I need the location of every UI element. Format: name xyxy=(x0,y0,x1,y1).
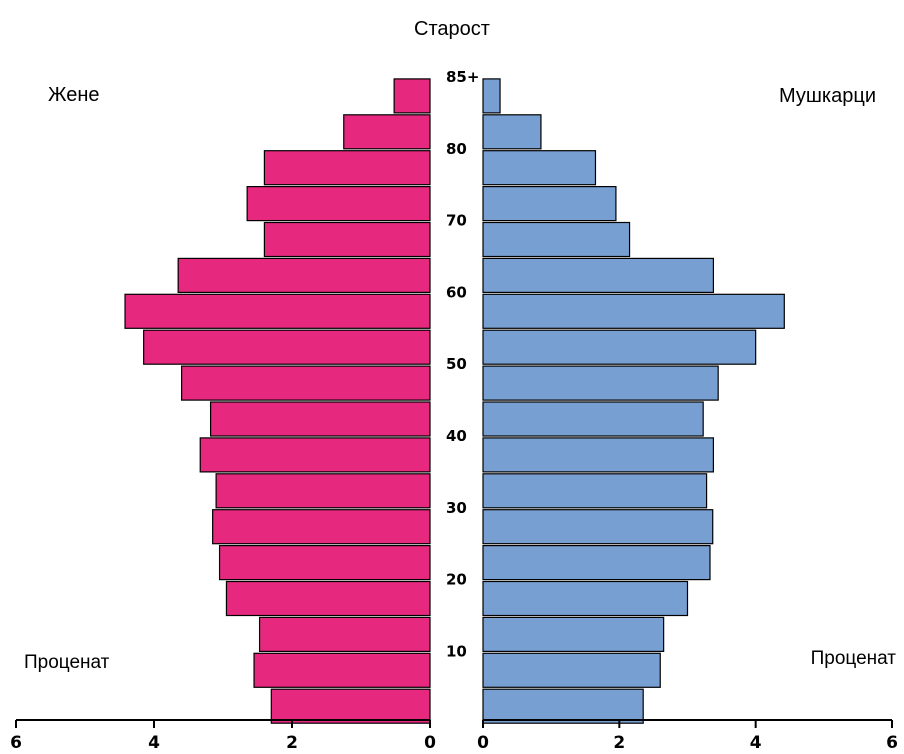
age-tick-label: 20 xyxy=(446,571,467,589)
left-x-tick-label: 2 xyxy=(286,733,298,753)
age-tick-label: 30 xyxy=(446,499,467,517)
age-tick-label: 80 xyxy=(446,140,467,158)
men-label: Мушкарци xyxy=(779,85,876,107)
men-bar-35-39 xyxy=(482,437,715,473)
men-bar-40-44 xyxy=(482,401,704,437)
age-tick-label: 10 xyxy=(446,642,467,660)
men-bar-5-9 xyxy=(482,652,661,688)
age-axis: 10 20 30 40 50 60 70 80 85+ xyxy=(446,68,479,660)
right-x-tick-label: 4 xyxy=(750,733,762,753)
men-bar-80-84 xyxy=(482,114,542,150)
age-tick-label: 60 xyxy=(446,283,467,301)
women-bar-15-19 xyxy=(225,580,431,617)
men-bar-15-19 xyxy=(482,580,689,617)
left-x-tick-label: 6 xyxy=(10,733,22,753)
age-tick-label: 50 xyxy=(446,355,467,373)
men-bar-85+ xyxy=(482,78,501,114)
men-bar-10-14 xyxy=(482,616,665,653)
men-bars xyxy=(482,78,785,724)
men-bar-50-54 xyxy=(482,329,757,365)
women-bar-70-74 xyxy=(246,186,431,222)
men-bar-30-34 xyxy=(482,473,708,509)
women-bar-65-69 xyxy=(263,221,431,258)
women-bar-55-59 xyxy=(124,293,431,329)
women-bar-25-29 xyxy=(212,509,431,545)
men-bar-25-29 xyxy=(482,509,714,545)
women-bar-45-49 xyxy=(181,365,431,401)
men-bar-55-59 xyxy=(482,293,785,329)
right-x-tick-label: 6 xyxy=(886,733,898,753)
left-percent-label: Проценат xyxy=(24,652,110,673)
men-bar-0-4 xyxy=(482,688,644,724)
women-bar-0-4 xyxy=(270,688,431,724)
age-tick-label: 40 xyxy=(446,427,467,445)
left-x-tick-label: 4 xyxy=(148,733,160,753)
x-axes: 6 4 2 0 0 2 4 6 xyxy=(10,719,898,753)
left-x-tick-label: 0 xyxy=(424,733,436,753)
men-bar-45-49 xyxy=(482,365,719,401)
women-bar-35-39 xyxy=(199,437,431,473)
women-bars xyxy=(124,78,431,724)
women-bar-10-14 xyxy=(258,616,431,653)
men-bar-75-79 xyxy=(482,150,597,186)
women-bar-75-79 xyxy=(263,150,431,186)
women-bar-80-84 xyxy=(343,114,431,150)
right-x-tick-label: 0 xyxy=(477,733,489,753)
age-tick-label: 70 xyxy=(446,212,467,230)
men-bar-20-24 xyxy=(482,544,711,581)
women-bar-5-9 xyxy=(253,652,431,688)
men-bar-65-69 xyxy=(482,221,631,258)
right-percent-label: Проценат xyxy=(811,648,897,669)
women-bar-40-44 xyxy=(209,401,431,437)
women-bar-20-24 xyxy=(218,544,431,581)
men-bar-60-64 xyxy=(482,257,715,293)
age-tick-label: 85+ xyxy=(446,68,479,86)
chart-title: Старост xyxy=(414,18,490,40)
women-label: Жене xyxy=(48,84,100,106)
women-bar-50-54 xyxy=(143,329,431,365)
right-x-tick-label: 2 xyxy=(613,733,625,753)
women-bar-30-34 xyxy=(215,473,431,509)
women-bar-85+ xyxy=(393,78,431,114)
men-bar-70-74 xyxy=(482,186,617,222)
women-bar-60-64 xyxy=(177,257,431,293)
